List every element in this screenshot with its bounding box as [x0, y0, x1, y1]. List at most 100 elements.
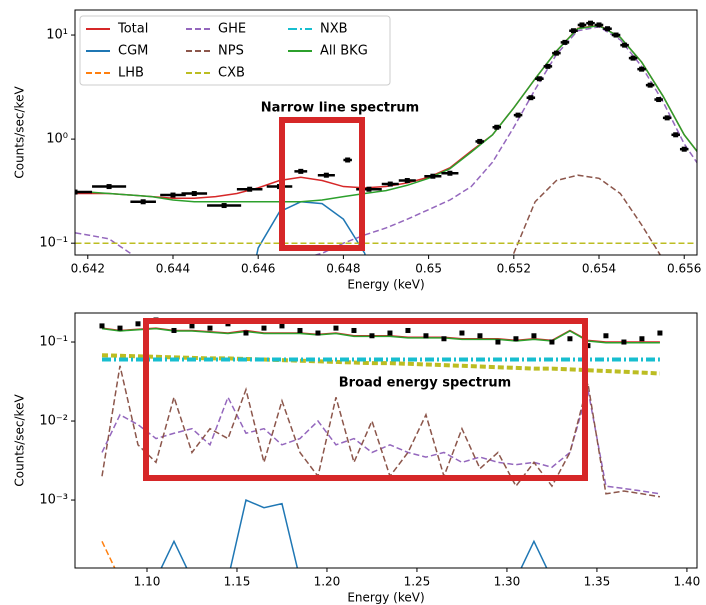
x-tick-label: 0.646 [241, 262, 275, 276]
highlight-box [279, 117, 365, 251]
data-point [423, 333, 429, 339]
data-point [170, 192, 176, 198]
data-point [528, 95, 534, 101]
y-tick-label: 10⁰ [46, 132, 68, 147]
x-tick-label: 1.20 [314, 575, 341, 589]
data-point [366, 186, 372, 192]
legend-box [79, 15, 391, 86]
data-point [297, 327, 303, 333]
data-point [75, 189, 78, 195]
data-point [545, 63, 551, 69]
series-line [512, 174, 662, 255]
data-point [99, 323, 105, 329]
series-line [101, 327, 660, 344]
data-point [531, 333, 537, 339]
x-tick-label: 1.30 [494, 575, 521, 589]
data-point [171, 327, 177, 333]
annotation: Narrow line spectrum [261, 101, 419, 116]
y-tick-label: 10⁻¹ [39, 236, 68, 251]
x-tick-label: 0.652 [497, 262, 531, 276]
data-point [207, 325, 213, 331]
axes-frame [74, 9, 698, 256]
x-tick-label: 0.65 [415, 262, 442, 276]
data-point [279, 323, 285, 329]
legend-label: LHB [118, 66, 144, 81]
data-point [430, 173, 436, 179]
data-point [553, 50, 559, 56]
data-point [656, 97, 662, 103]
y-tick-label: 10⁻² [39, 414, 68, 429]
data-point [477, 333, 483, 339]
legend-label: NPS [218, 44, 244, 59]
legend: Total CGM LHB GHE NPS CXB NXB All BKG [79, 15, 391, 86]
data-point [345, 157, 351, 163]
highlight-box [143, 318, 588, 481]
x-axis-label: Energy (keV) [347, 278, 424, 292]
data-point [495, 339, 501, 345]
data-point [673, 132, 679, 138]
plot-area [99, 317, 663, 568]
data-point [447, 170, 453, 176]
data-point [613, 32, 619, 38]
x-axis-label: Energy (keV) [347, 591, 424, 605]
x-tick-label: 1.25 [404, 575, 431, 589]
legend-label: GHE [218, 22, 246, 37]
series-line [160, 498, 548, 568]
data-point [369, 333, 375, 339]
data-point [261, 325, 267, 331]
data-point [681, 146, 687, 152]
data-point [639, 336, 645, 342]
axes-frame [74, 312, 698, 569]
data-point [351, 327, 357, 333]
x-tick-label: 0.656 [667, 262, 701, 276]
legend-label: NXB [320, 22, 348, 37]
data-point [596, 22, 602, 28]
data-point [536, 76, 542, 82]
data-point [221, 203, 227, 209]
x-tick-label: 0.648 [326, 262, 360, 276]
series-line [101, 541, 116, 568]
data-point [387, 330, 393, 336]
data-point [567, 336, 573, 342]
x-tick-label: 0.654 [582, 262, 616, 276]
legend-label: Total [117, 22, 148, 37]
data-point [570, 28, 576, 34]
data-point [243, 330, 249, 336]
data-point [459, 330, 465, 336]
annotation: Broad energy spectrum [339, 376, 511, 391]
data-point [603, 333, 609, 339]
data-point [441, 336, 447, 342]
data-point [549, 339, 555, 345]
data-point [664, 115, 670, 121]
data-point [247, 186, 253, 192]
data-point [562, 39, 568, 45]
x-tick-label: 1.15 [224, 575, 251, 589]
data-point [405, 327, 411, 333]
data-point [189, 323, 195, 329]
x-tick-label: 0.642 [71, 262, 105, 276]
legend-label: All BKG [320, 44, 368, 59]
data-point [513, 336, 519, 342]
legend-label: CGM [118, 44, 148, 59]
data-point [323, 172, 329, 178]
y-axis-label: Counts/sec/keV [13, 86, 27, 179]
data-point [605, 26, 611, 32]
data-point [404, 178, 410, 184]
x-tick-label: 1.35 [584, 575, 611, 589]
y-tick-label: 10¹ [46, 28, 68, 43]
y-axis-label: Counts/sec/keV [13, 394, 27, 487]
plot-area [75, 20, 697, 255]
data-point [630, 55, 636, 61]
data-point [657, 330, 663, 336]
y-tick-label: 10⁻¹ [39, 335, 68, 350]
data-point [515, 112, 521, 118]
data-point [587, 20, 593, 26]
data-point [106, 184, 112, 190]
data-point [622, 42, 628, 48]
data-point [140, 199, 146, 205]
legend-label: CXB [218, 66, 245, 81]
data-point [191, 191, 197, 197]
data-point [494, 124, 500, 130]
data-point [333, 325, 339, 331]
